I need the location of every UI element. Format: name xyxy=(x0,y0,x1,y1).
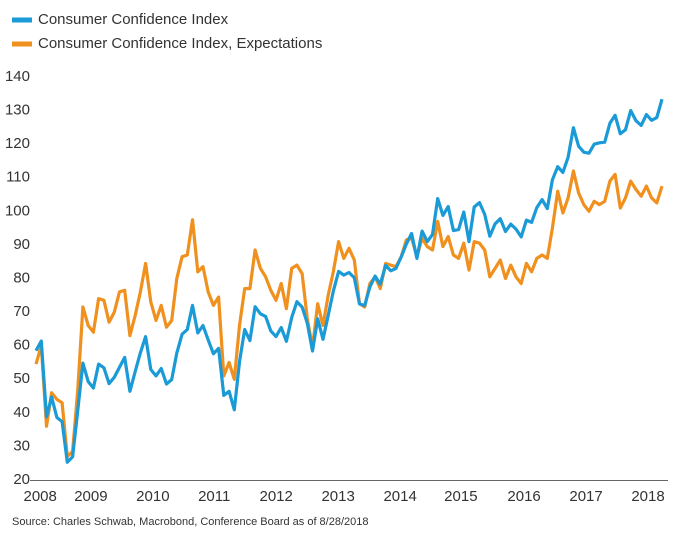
x-tick-label: 2015 xyxy=(444,488,477,505)
x-tick-label: 2008 xyxy=(24,488,57,505)
y-tick-label: 90 xyxy=(13,236,30,253)
x-tick-label: 2016 xyxy=(507,488,540,505)
x-tick-label: 2014 xyxy=(383,488,416,505)
x-tick-label: 2009 xyxy=(74,488,107,505)
source-note: Source: Charles Schwab, Macrobond, Confe… xyxy=(12,516,369,528)
legend-label: Consumer Confidence Index, Expectations xyxy=(38,35,322,52)
y-tick-label: 70 xyxy=(13,303,30,320)
y-tick-label: 50 xyxy=(13,370,30,387)
y-tick-label: 40 xyxy=(13,404,30,421)
line-series xyxy=(34,169,664,459)
legend-swatch xyxy=(12,41,32,47)
x-tick-label: 2010 xyxy=(136,488,169,505)
x-tick-label: 2011 xyxy=(198,488,230,505)
x-tick-label: 2018 xyxy=(631,488,664,505)
x-tick-label: 2013 xyxy=(321,488,354,505)
y-tick-label: 60 xyxy=(13,337,30,354)
y-tick-label: 120 xyxy=(5,135,30,152)
legend-swatch xyxy=(12,17,32,23)
line-series xyxy=(34,98,664,464)
y-tick-label: 100 xyxy=(5,202,30,219)
x-tick-label: 2012 xyxy=(260,488,293,505)
y-tick-label: 110 xyxy=(6,169,30,186)
y-tick-label: 20 xyxy=(13,471,30,488)
y-tick-label: 130 xyxy=(5,102,30,119)
y-tick-label: 80 xyxy=(13,269,30,286)
y-tick-label: 30 xyxy=(13,437,30,454)
legend-label: Consumer Confidence Index xyxy=(38,11,229,28)
y-tick-label: 140 xyxy=(5,68,30,85)
x-tick-label: 2017 xyxy=(569,488,602,505)
